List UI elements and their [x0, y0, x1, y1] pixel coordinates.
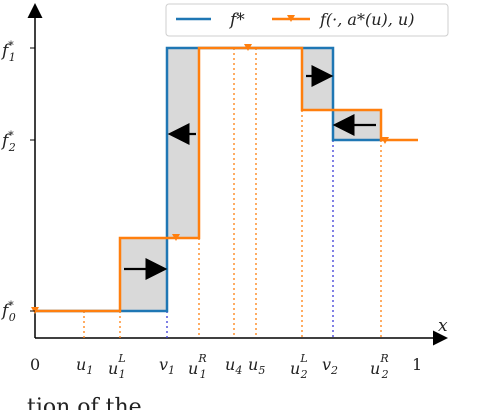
legend-label-f-action: f(·, a*(u), u)	[319, 10, 414, 29]
tick-u2L: uL 2	[290, 352, 308, 381]
legend: f* f(·, a*(u), u)	[165, 3, 449, 37]
shaded-region-2	[167, 48, 199, 238]
shaded-region-3	[302, 48, 333, 110]
y-label-f2: f* 2	[0, 129, 16, 154]
tick-u5: u5	[248, 355, 265, 377]
y-label-f0: f* 0	[0, 299, 16, 324]
tick-u1: u1	[76, 355, 93, 377]
tick-1: 1	[412, 355, 422, 374]
orange-markers	[31, 44, 389, 314]
tick-u1R: uR 1	[188, 352, 207, 381]
tick-u4: u4	[225, 355, 242, 377]
tick-v2: v2	[322, 355, 338, 377]
x-tick-labels: 0 u1 uL 1 v1 uR 1 u4 u5 uL 2 v2 uR 2 1	[30, 352, 422, 381]
dotted-guides	[83, 48, 382, 338]
legend-marker	[287, 15, 295, 22]
tick-0: 0	[30, 355, 40, 374]
x-axis-label: x	[438, 316, 448, 336]
y-ticks	[30, 47, 35, 312]
caption-fragment: ...tion of the ... ... ... ... ... ...	[6, 395, 310, 410]
y-label-f1: f* 1	[0, 39, 16, 64]
tick-u2R: uR 2	[370, 352, 389, 381]
tick-v1: v1	[159, 355, 175, 377]
f-action-curve	[35, 46, 418, 313]
legend-label-f-star: f*	[228, 10, 245, 30]
tick-u1L: uL 1	[108, 352, 126, 381]
shaded-region-1	[120, 238, 167, 311]
